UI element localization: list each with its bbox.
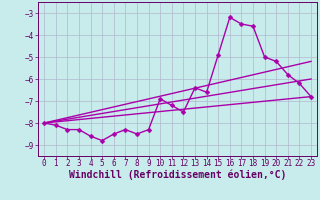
X-axis label: Windchill (Refroidissement éolien,°C): Windchill (Refroidissement éolien,°C) [69, 169, 286, 180]
